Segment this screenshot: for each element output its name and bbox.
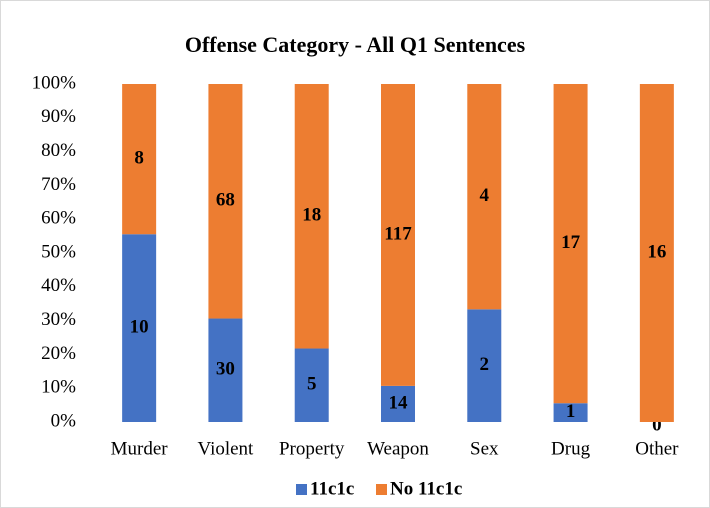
bar-segment [294, 84, 329, 349]
bar-segment [381, 84, 415, 386]
bar-segment [122, 84, 157, 235]
x-tick-label: Murder [111, 438, 169, 459]
bar-segment [208, 318, 243, 422]
x-tick-label: Violent [197, 438, 254, 459]
bar-segment [553, 403, 588, 422]
data-label: 30 [216, 359, 235, 380]
data-label: 2 [480, 354, 490, 375]
y-tick-label: 70% [41, 174, 76, 195]
x-tick-label: Weapon [367, 438, 429, 459]
data-label: 1 [566, 401, 576, 422]
legend-label: 11c1c [310, 478, 354, 499]
bar-segment [639, 84, 674, 422]
y-tick-label: 50% [41, 241, 76, 262]
y-tick-label: 30% [41, 309, 76, 330]
y-tick-label: 90% [41, 106, 76, 127]
bar-segment [208, 84, 243, 319]
bar-segment [467, 84, 502, 310]
x-tick-label: Other [635, 438, 679, 459]
legend-swatch [376, 484, 387, 495]
x-tick-label: Sex [470, 438, 499, 459]
bar-segment [122, 234, 157, 422]
y-tick-label: 60% [41, 208, 76, 229]
data-label: 17 [561, 232, 581, 253]
y-tick-label: 80% [41, 140, 76, 161]
data-label: 117 [384, 223, 412, 244]
data-label: 14 [389, 392, 409, 413]
x-tick-label: Drug [551, 438, 591, 459]
x-tick-label: Property [279, 438, 345, 459]
y-tick-label: 40% [41, 275, 76, 296]
data-label: 0 [652, 414, 662, 435]
y-tick-label: 20% [41, 343, 76, 364]
bar-segment [467, 309, 502, 422]
bar-segment [381, 385, 415, 422]
legend-label: No 11c1c [390, 478, 462, 499]
bar-segment [553, 84, 588, 404]
y-tick-label: 10% [41, 377, 76, 398]
y-tick-label: 0% [51, 410, 77, 431]
chart-title: Offense Category - All Q1 Sentences [185, 32, 526, 57]
data-label: 4 [480, 185, 490, 206]
y-tick-label: 100% [32, 72, 77, 93]
data-label: 8 [134, 147, 144, 168]
data-label: 5 [307, 374, 317, 395]
data-label: 18 [302, 205, 321, 226]
data-label: 68 [216, 190, 235, 211]
bar-segment [294, 348, 329, 422]
legend-swatch [296, 484, 307, 495]
data-label: 16 [647, 241, 666, 262]
data-label: 10 [130, 316, 149, 337]
